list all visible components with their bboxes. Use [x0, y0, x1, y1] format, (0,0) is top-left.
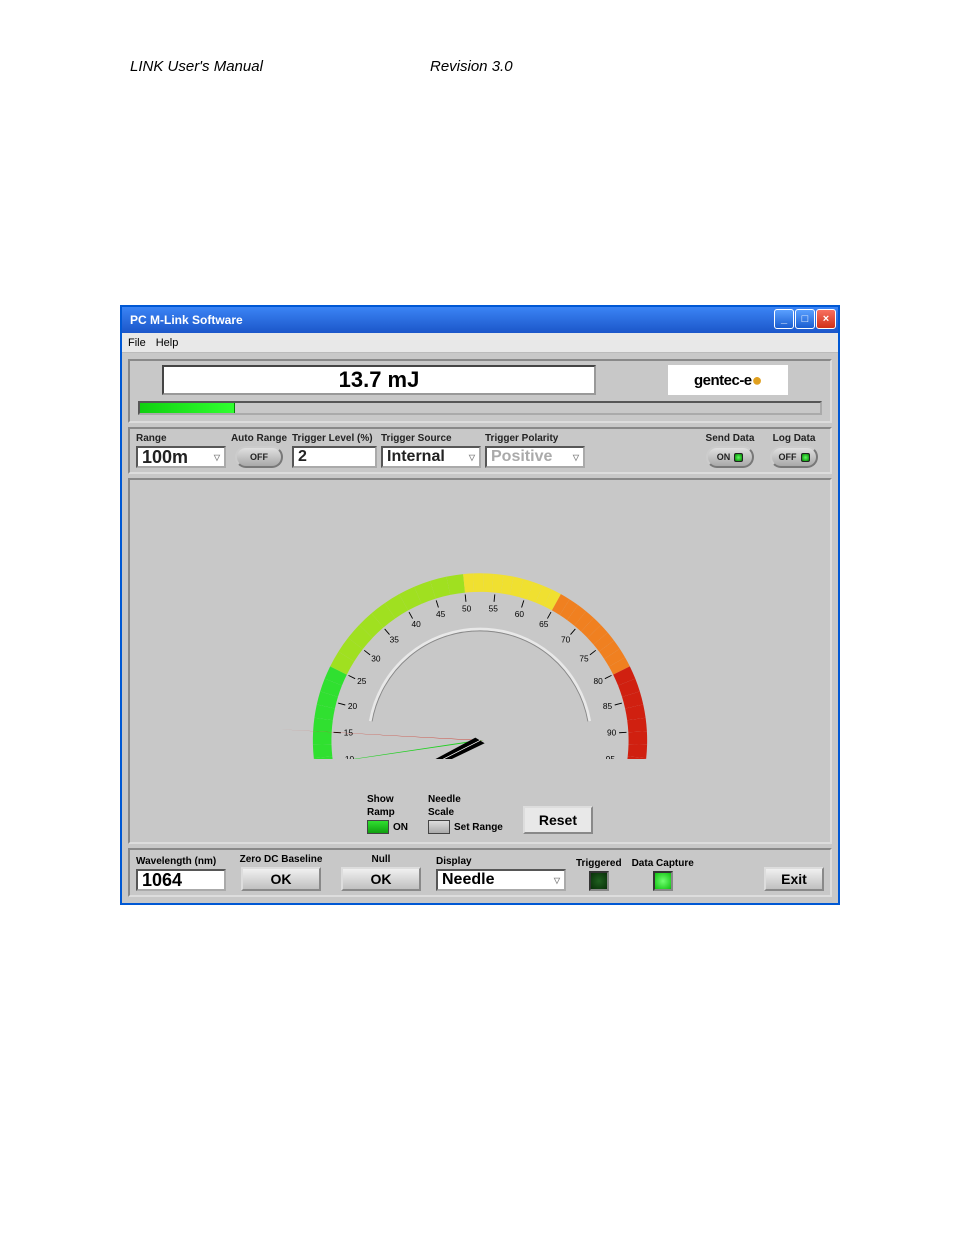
- svg-text:90: 90: [607, 727, 617, 737]
- svg-text:30: 30: [371, 653, 381, 663]
- exit-button[interactable]: Exit: [764, 867, 824, 891]
- gauge-panel: 5101520253035404550556065707580859095100…: [128, 478, 832, 844]
- svg-text:25: 25: [357, 676, 367, 686]
- bottom-panel: Wavelength (nm) 1064 Zero DC Baseline OK…: [128, 848, 832, 897]
- triggered-led-icon: [589, 871, 609, 891]
- showramp-state: ON: [393, 822, 408, 833]
- svg-text:70: 70: [561, 634, 571, 644]
- needle-gauge: 5101520253035404550556065707580859095100: [270, 499, 690, 759]
- bar-fill: [140, 403, 235, 413]
- doc-header-left: LINK User's Manual: [130, 58, 263, 75]
- trigpol-dropdown[interactable]: Positive▽: [485, 446, 585, 468]
- titlebar: PC M-Link Software _ □ ×: [122, 307, 838, 333]
- doc-header-right: Revision 3.0: [430, 58, 513, 75]
- svg-text:15: 15: [344, 727, 354, 737]
- svg-text:55: 55: [489, 603, 499, 613]
- setrange-label: Set Range: [454, 822, 503, 833]
- datacapture-led-icon: [653, 871, 673, 891]
- svg-text:40: 40: [412, 619, 422, 629]
- svg-text:35: 35: [390, 634, 400, 644]
- triggered-label: Triggered: [576, 858, 622, 869]
- senddata-led-icon: [734, 453, 743, 462]
- main-readout: 13.7 mJ: [162, 365, 596, 395]
- logdata-label: Log Data: [773, 433, 816, 444]
- svg-text:10: 10: [345, 754, 355, 759]
- triglevel-input[interactable]: 2: [292, 446, 377, 468]
- display-dropdown[interactable]: Needle▽: [436, 869, 566, 891]
- display-panel: 13.7 mJ gentec-e●: [128, 359, 832, 423]
- trigsource-label: Trigger Source: [381, 433, 481, 444]
- menubar: File Help: [122, 333, 838, 353]
- needlescale-label1: Needle: [428, 794, 461, 805]
- svg-text:60: 60: [515, 609, 525, 619]
- range-label: Range: [136, 433, 226, 444]
- minimize-button[interactable]: _: [774, 309, 794, 329]
- window-title: PC M-Link Software: [130, 313, 243, 327]
- wavelength-input[interactable]: 1064: [136, 869, 226, 891]
- close-button[interactable]: ×: [816, 309, 836, 329]
- needlescale-toggle[interactable]: [428, 820, 450, 834]
- showramp-label2: Ramp: [367, 807, 395, 818]
- menu-file[interactable]: File: [128, 337, 146, 349]
- window-controls: _ □ ×: [774, 309, 836, 329]
- null-label: Null: [372, 854, 391, 865]
- svg-text:50: 50: [462, 603, 472, 613]
- menu-help[interactable]: Help: [156, 337, 179, 349]
- showramp-toggle[interactable]: [367, 820, 389, 834]
- client-area: 13.7 mJ gentec-e● Range 100m▽ Auto Range: [122, 353, 838, 903]
- senddata-label: Send Data: [706, 433, 755, 444]
- autorange-toggle[interactable]: OFF: [235, 446, 283, 468]
- trigsource-dropdown[interactable]: Internal▽: [381, 446, 481, 468]
- reset-button[interactable]: Reset: [523, 806, 593, 834]
- vendor-logo: gentec-e●: [668, 365, 788, 395]
- showramp-label1: Show: [367, 794, 394, 805]
- svg-text:75: 75: [579, 653, 589, 663]
- maximize-button[interactable]: □: [795, 309, 815, 329]
- svg-text:80: 80: [594, 676, 604, 686]
- wavelength-label: Wavelength (nm): [136, 856, 226, 867]
- svg-text:45: 45: [436, 609, 446, 619]
- senddata-toggle[interactable]: ON: [706, 446, 754, 468]
- svg-text:85: 85: [603, 701, 613, 711]
- svg-text:65: 65: [539, 619, 549, 629]
- zerodc-label: Zero DC Baseline: [240, 854, 323, 865]
- app-window: PC M-Link Software _ □ × File Help 13.7 …: [120, 305, 840, 905]
- autorange-label: Auto Range: [231, 433, 287, 444]
- datacapture-label: Data Capture: [632, 858, 694, 869]
- needlescale-label2: Scale: [428, 807, 454, 818]
- logdata-led-icon: [801, 453, 810, 462]
- triglevel-label: Trigger Level (%): [292, 433, 377, 444]
- svg-text:95: 95: [606, 754, 616, 759]
- gauge-area: 5101520253035404550556065707580859095100: [130, 480, 830, 790]
- null-button[interactable]: OK: [341, 867, 421, 891]
- svg-text:20: 20: [348, 701, 358, 711]
- logdata-toggle[interactable]: OFF: [770, 446, 818, 468]
- gauge-controls: Show Ramp ON Needle Scale Set Range Rese…: [130, 790, 830, 842]
- bar-indicator: [138, 401, 822, 415]
- trigpol-label: Trigger Polarity: [485, 433, 585, 444]
- display-label: Display: [436, 856, 566, 867]
- zerodc-button[interactable]: OK: [241, 867, 321, 891]
- range-dropdown[interactable]: 100m▽: [136, 446, 226, 468]
- params-panel: Range 100m▽ Auto Range OFF Trigger Level…: [128, 427, 832, 474]
